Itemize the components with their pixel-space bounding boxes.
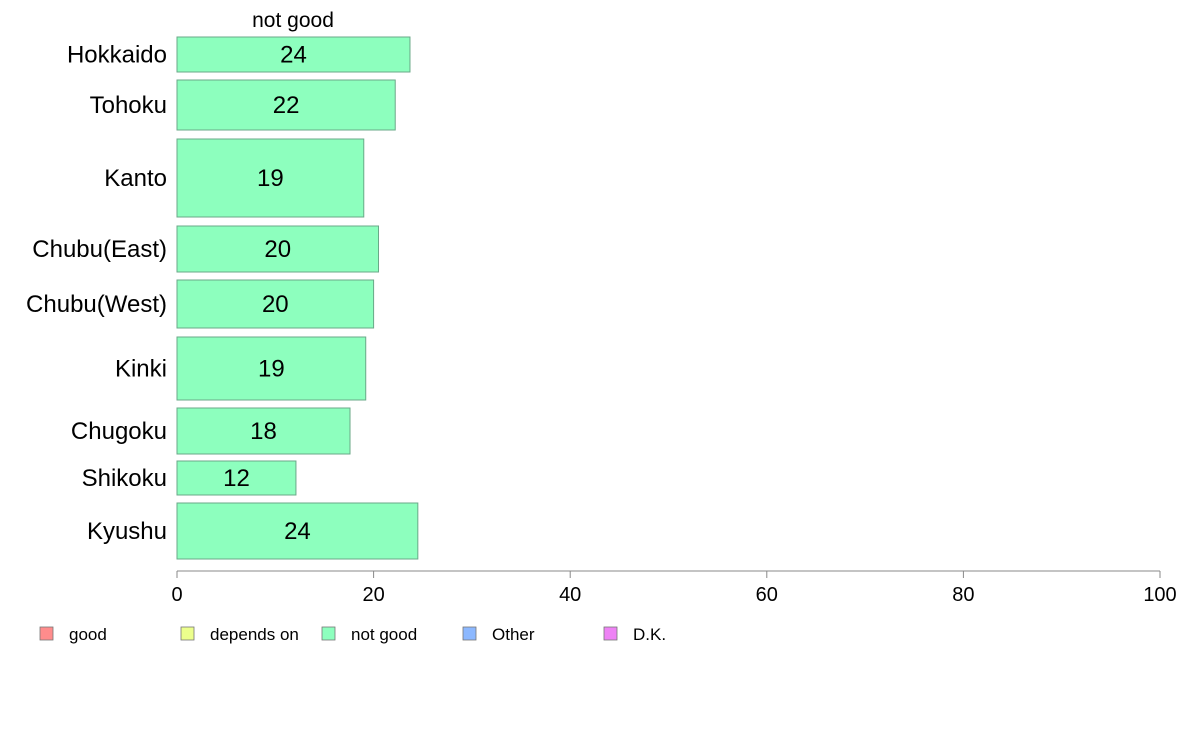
legend-label: good (69, 625, 107, 644)
legend-swatch (603, 626, 618, 641)
series-title: not good (252, 9, 334, 32)
category-label: Kanto (104, 165, 167, 192)
bar-value-label: 22 (273, 92, 300, 119)
bars-group: Hokkaido 24 Tohoku 22 Kanto 19 Chubu(East) 20 Ch… (26, 36, 419, 560)
x-tick-label: 40 (559, 584, 581, 606)
legend: good depends on not good Other D.K. (39, 625, 666, 644)
bar-value-label: 19 (258, 356, 285, 383)
bar (176, 279, 375, 329)
bar-value-label: 12 (223, 465, 250, 492)
legend-swatch (180, 626, 195, 641)
legend-label: not good (351, 625, 417, 644)
category-label: Chubu(West) (26, 291, 167, 318)
category-label: Chubu(East) (32, 236, 167, 263)
bar (176, 460, 297, 496)
x-tick-label: 60 (756, 584, 778, 606)
x-axis: 0 20 40 60 80 100 (171, 570, 1177, 606)
bar (176, 502, 419, 560)
legend-swatch (462, 626, 477, 641)
bar (176, 36, 411, 73)
bar-value-label: 20 (264, 236, 291, 263)
bar-value-label: 19 (257, 165, 284, 192)
x-tick-label: 0 (171, 584, 182, 606)
bar (176, 225, 380, 273)
x-tick-label: 80 (952, 584, 974, 606)
bar-value-label: 24 (280, 42, 307, 69)
category-label: Kinki (115, 356, 167, 383)
bar-value-label: 20 (262, 291, 289, 318)
category-label: Chugoku (71, 418, 167, 445)
bar (176, 336, 367, 401)
bar (176, 407, 351, 455)
bar-value-label: 24 (284, 518, 311, 545)
category-label: Shikoku (82, 465, 167, 492)
category-label: Tohoku (90, 92, 167, 119)
category-label: Kyushu (87, 518, 167, 545)
category-label: Hokkaido (67, 42, 167, 69)
legend-label: depends on (210, 625, 299, 644)
legend-swatch (321, 626, 336, 641)
legend-label: D.K. (633, 625, 666, 644)
x-tick-label: 20 (362, 584, 384, 606)
bar-value-label: 18 (250, 418, 277, 445)
bar (176, 138, 365, 218)
legend-label: Other (492, 625, 535, 644)
bar (176, 79, 396, 131)
legend-swatch (39, 626, 54, 641)
x-tick-label: 100 (1143, 584, 1176, 606)
